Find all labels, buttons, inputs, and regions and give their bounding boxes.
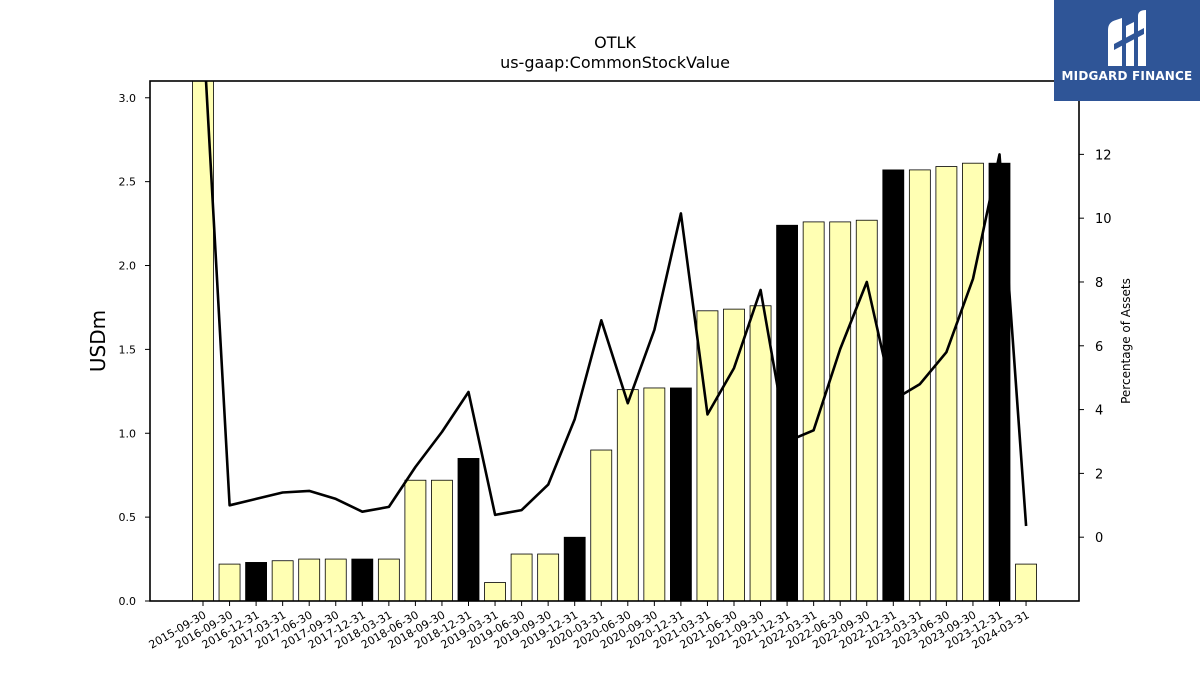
- bar-2022-12-31: [882, 169, 905, 601]
- bar-2020-06-30: [616, 389, 639, 601]
- bar-2021-06-30: [723, 308, 745, 601]
- y2-tick-label: 6: [1095, 340, 1103, 355]
- logo-mark-icon: [1108, 10, 1146, 66]
- y2-tick-label: 0: [1095, 531, 1103, 546]
- bars-layer: [192, 81, 1037, 601]
- bar-2018-03-31: [377, 558, 400, 601]
- line-layer: [204, 81, 1028, 527]
- bar-2023-12-31: [988, 162, 1011, 601]
- brand-logo: MIDGARD FINANCE: [1054, 0, 1200, 101]
- bar-2022-03-31: [802, 221, 825, 601]
- y-tick-label: 0.5: [119, 511, 137, 524]
- bar-2020-12-31: [670, 387, 692, 601]
- bar-2017-12-31: [351, 558, 374, 601]
- y2-tick-label: 12: [1095, 148, 1112, 163]
- bar-2017-09-30: [324, 558, 347, 601]
- y-tick-label: 2.5: [119, 176, 137, 189]
- bar-2023-06-30: [935, 166, 958, 601]
- y-tick-label: 1.0: [119, 427, 137, 440]
- left-axis: 0.0 0.5 1.0 1.5 2.0 2.5 3.0: [119, 92, 150, 608]
- bar-2018-06-30: [404, 479, 427, 601]
- bar-2023-09-30: [962, 162, 984, 601]
- y2-tick-label: 8: [1095, 276, 1103, 291]
- bar-2024-03-31: [1015, 563, 1037, 601]
- bar-2019-03-31: [484, 582, 506, 601]
- y-tick-label: 1.5: [119, 343, 137, 356]
- bar-2016-09-30: [218, 563, 241, 601]
- bar-2019-09-30: [537, 553, 560, 601]
- y-axis-label: USDm: [86, 310, 110, 372]
- bar-2016-12-31: [245, 562, 268, 601]
- y-tick-label: 3.0: [119, 92, 137, 105]
- bar-2021-09-30: [749, 305, 772, 601]
- bar-2019-12-31: [563, 536, 586, 601]
- y2-tick-label: 2: [1095, 467, 1103, 482]
- right-axis: 0 2 4 6 8 10 12: [1079, 148, 1112, 546]
- plot-frame: [149, 80, 1080, 602]
- bar-2017-03-31: [271, 560, 294, 601]
- chart-title: OTLK: [594, 33, 636, 52]
- y-tick-label: 2.0: [119, 260, 137, 273]
- bar-2020-03-31: [590, 449, 613, 601]
- chart-subtitle: us-gaap:CommonStockValue: [500, 53, 730, 72]
- bar-2020-09-30: [643, 387, 666, 601]
- bar-2022-09-30: [855, 219, 878, 601]
- bar-2015-09-30: [192, 81, 214, 601]
- percentage-line: [204, 81, 1028, 527]
- y2-axis-label: Percentage of Assets: [1119, 278, 1133, 404]
- bar-2018-09-30: [431, 479, 453, 601]
- x-axis: 2015-09-302016-09-302016-12-312017-03-31…: [147, 601, 1032, 652]
- y-tick-label: 0.0: [119, 595, 137, 608]
- y2-tick-label: 4: [1095, 404, 1103, 419]
- y2-tick-label: 10: [1095, 212, 1112, 227]
- bar-2017-06-30: [298, 558, 321, 601]
- bar-2021-12-31: [776, 224, 798, 601]
- bar-2019-06-30: [510, 553, 533, 601]
- bar-2018-12-31: [457, 458, 480, 601]
- bar-2022-06-30: [829, 221, 852, 601]
- logo-text: MIDGARD FINANCE: [1061, 69, 1193, 83]
